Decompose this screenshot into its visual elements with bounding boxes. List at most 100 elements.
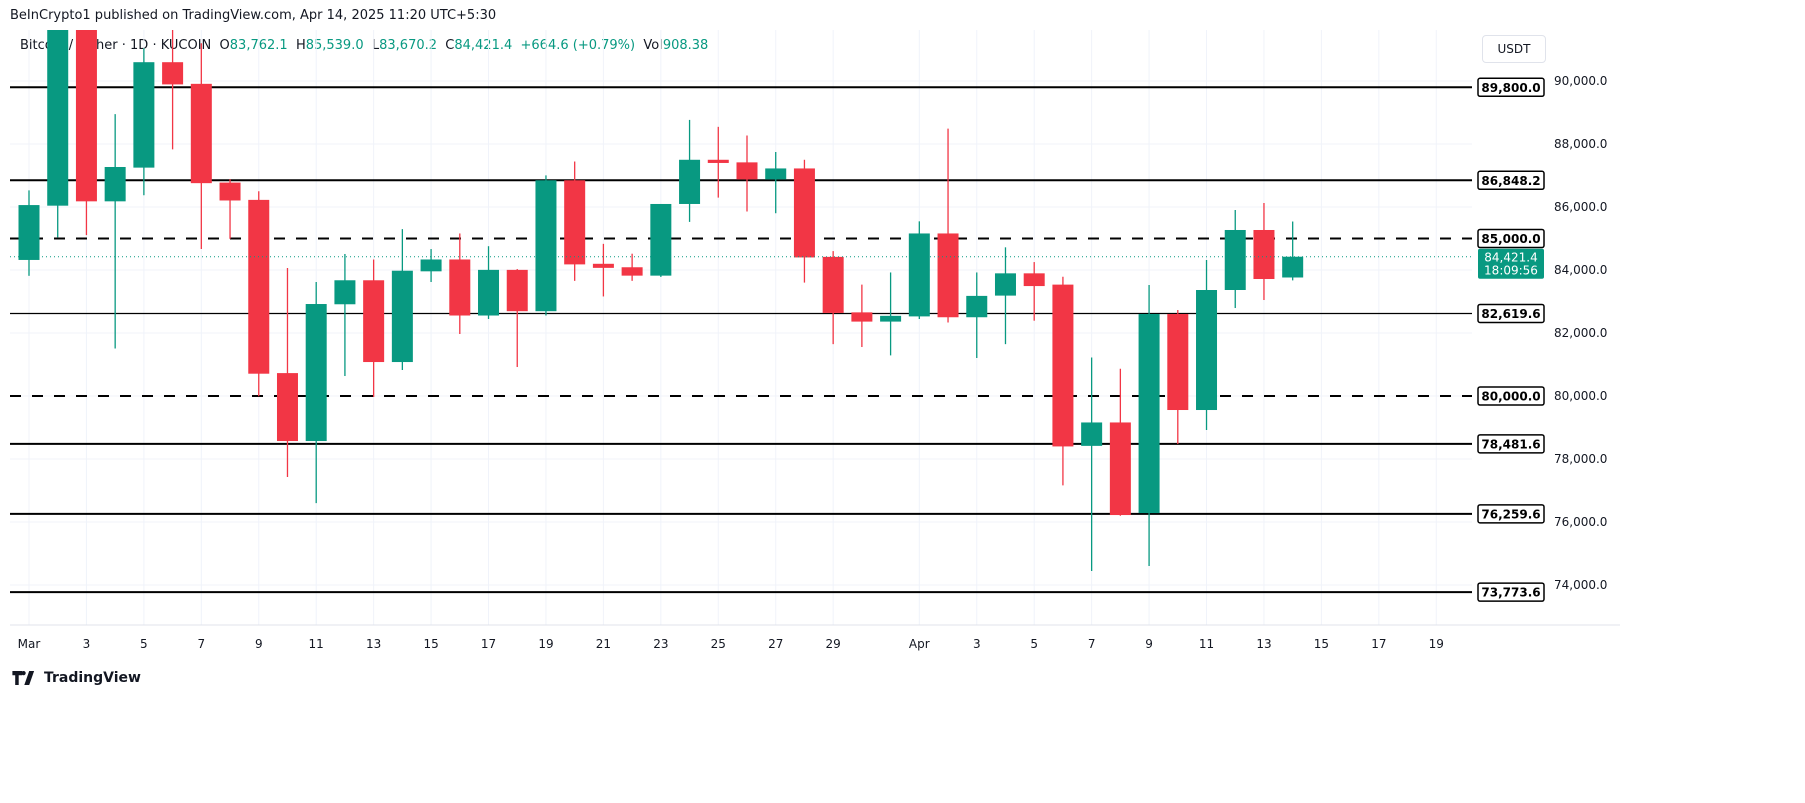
last-price-badge bbox=[1478, 248, 1544, 279]
candle-body bbox=[334, 280, 356, 305]
x-tick-label: 11 bbox=[309, 637, 324, 651]
x-tick-label: 17 bbox=[481, 637, 496, 651]
candle-body bbox=[190, 83, 212, 184]
candle-body bbox=[75, 30, 97, 202]
candle-body bbox=[564, 180, 586, 265]
candle-body bbox=[1196, 290, 1218, 411]
high-label: H bbox=[295, 38, 306, 53]
y-tick-label: 82,000.0 bbox=[1554, 326, 1607, 340]
level-label-box bbox=[1477, 582, 1545, 602]
high-value: 85,539.0 bbox=[305, 38, 364, 53]
level-label: 82,619.6 bbox=[1481, 307, 1540, 321]
x-tick-label: 5 bbox=[1030, 637, 1038, 651]
candle-body bbox=[937, 233, 959, 318]
x-tick-label: 7 bbox=[197, 637, 205, 651]
y-tick-label: 86,000.0 bbox=[1554, 200, 1607, 214]
x-tick-label: 15 bbox=[423, 637, 438, 651]
candle-body bbox=[736, 162, 758, 180]
volume-label: Vol bbox=[643, 38, 663, 53]
candle-body bbox=[506, 269, 528, 312]
candle-body bbox=[908, 233, 930, 317]
tradingview-logo[interactable]: TradingView bbox=[12, 670, 141, 686]
x-tick-label: 11 bbox=[1199, 637, 1214, 651]
last-price-label: 84,421.4 bbox=[1484, 251, 1537, 265]
level-label-box bbox=[1477, 77, 1545, 98]
x-tick-label: 9 bbox=[255, 637, 263, 651]
x-tick-label: 7 bbox=[1088, 637, 1096, 651]
x-tick-label: 13 bbox=[1256, 637, 1271, 651]
open-label: O bbox=[219, 38, 230, 53]
x-tick-label: 9 bbox=[1145, 637, 1153, 651]
y-tick-label: 88,000.0 bbox=[1554, 137, 1607, 151]
candle-body bbox=[449, 259, 471, 316]
x-tick-label: Mar bbox=[18, 637, 41, 651]
level-label-box bbox=[1477, 228, 1545, 249]
candle-body bbox=[1081, 422, 1103, 446]
x-tick-label: Apr bbox=[909, 637, 930, 651]
volume-value: 908.38 bbox=[662, 38, 709, 53]
bar-countdown: 18:09:56 bbox=[1484, 264, 1538, 278]
candle-body bbox=[104, 166, 126, 202]
time-axis[interactable]: Mar 3 5 7 9 11 13 15 17 19 21 23 25 27 29 Apr 3 5 7 9 11 13 15… bbox=[18, 637, 1444, 651]
close-value: 84,421.4 bbox=[454, 38, 513, 53]
level-labels: 89,800.0 86,848.2 85,000.0 82,619.6 80,000.0… bbox=[1477, 77, 1545, 602]
level-label-box bbox=[1477, 170, 1545, 191]
candle-body bbox=[994, 273, 1016, 296]
price-axis[interactable]: 74,000.0 76,000.0 78,000.0 80,000.0 82,000.0… bbox=[1554, 74, 1607, 592]
x-tick-label: 13 bbox=[366, 637, 381, 651]
level-label: 80,000.0 bbox=[1481, 390, 1540, 404]
candle-body bbox=[248, 199, 270, 374]
candle-body bbox=[1109, 422, 1131, 516]
candle-body bbox=[1253, 229, 1275, 280]
candle-body bbox=[1167, 314, 1189, 411]
publisher-caption: BeInCrypto1 published on TradingView.com… bbox=[10, 8, 497, 23]
candle-body bbox=[679, 159, 701, 204]
y-tick-label: 80,000.0 bbox=[1554, 389, 1607, 403]
candle-body bbox=[47, 30, 69, 206]
tradingview-logo-icon bbox=[12, 671, 35, 685]
level-label: 73,773.6 bbox=[1481, 586, 1540, 600]
candle-body bbox=[621, 267, 643, 276]
x-tick-label: 5 bbox=[140, 637, 148, 651]
x-tick-label: 3 bbox=[83, 637, 91, 651]
x-tick-label: 21 bbox=[596, 637, 611, 651]
x-tick-label: 23 bbox=[653, 637, 668, 651]
x-tick-label: 29 bbox=[826, 637, 841, 651]
candle-body bbox=[793, 168, 815, 258]
change-value: +664.6 (+0.79%) bbox=[520, 38, 636, 53]
level-label-box bbox=[1477, 504, 1545, 524]
candle-body bbox=[363, 280, 385, 363]
level-label-box bbox=[1477, 434, 1545, 454]
candle-body bbox=[707, 159, 729, 163]
y-tick-label: 90,000.0 bbox=[1554, 74, 1607, 88]
level-label: 76,259.6 bbox=[1481, 507, 1540, 521]
y-tick-label: 76,000.0 bbox=[1554, 515, 1607, 529]
y-tick-label: 74,000.0 bbox=[1554, 578, 1607, 592]
candle-body bbox=[966, 295, 988, 318]
logo-text: TradingView bbox=[44, 670, 141, 686]
candle-body bbox=[162, 62, 184, 85]
low-label: L bbox=[371, 38, 380, 53]
level-label: 78,481.6 bbox=[1481, 437, 1540, 451]
candles bbox=[18, 30, 1304, 572]
x-tick-label: 27 bbox=[768, 637, 783, 651]
candle-body bbox=[822, 256, 844, 313]
close-label: C bbox=[445, 38, 455, 53]
level-label-box bbox=[1477, 303, 1545, 324]
x-tick-label: 15 bbox=[1314, 637, 1329, 651]
candle-body bbox=[1138, 314, 1160, 514]
candle-body bbox=[1224, 229, 1246, 291]
candle-body bbox=[219, 182, 241, 201]
candlestick-chart[interactable]: 74,000.0 76,000.0 78,000.0 80,000.0 82,000.0… bbox=[0, 0, 1805, 660]
level-label: 89,800.0 bbox=[1481, 81, 1540, 95]
candle-body bbox=[18, 205, 40, 260]
candle-body bbox=[880, 315, 902, 322]
level-label: 86,848.2 bbox=[1481, 174, 1540, 188]
candle-body bbox=[478, 269, 500, 316]
last-price-line: 84,421.418:09:56 bbox=[10, 248, 1544, 279]
low-value: 83,670.2 bbox=[379, 38, 438, 53]
currency-button[interactable]: USDT bbox=[1482, 35, 1546, 63]
candle-body bbox=[851, 312, 873, 322]
x-tick-label: 19 bbox=[538, 637, 553, 651]
level-label-box bbox=[1477, 386, 1545, 406]
